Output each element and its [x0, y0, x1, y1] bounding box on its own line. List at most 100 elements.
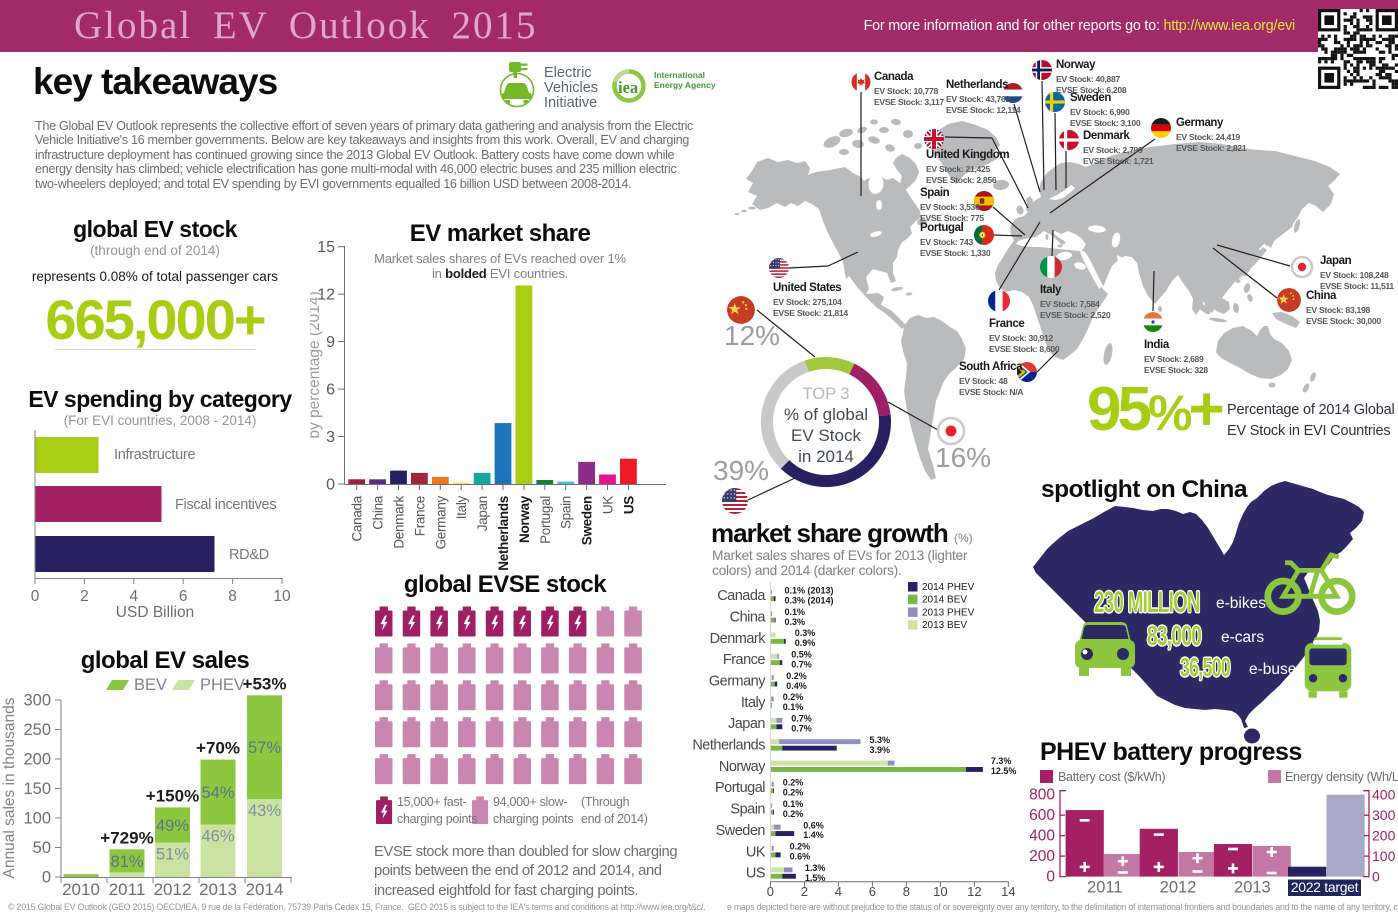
svg-text:Canada: Canada	[350, 495, 365, 541]
svg-text:Initiative: Initiative	[544, 95, 597, 111]
svg-text:0.3%: 0.3%	[795, 628, 816, 638]
svg-text:0.2%: 0.2%	[783, 788, 804, 798]
svg-text:0.1%: 0.1%	[783, 799, 804, 809]
svg-text:0.1% (2013): 0.1% (2013)	[785, 585, 834, 595]
svg-text:0.1%: 0.1%	[785, 607, 806, 617]
svg-text:Denmark: Denmark	[710, 631, 767, 647]
svg-text:200: 200	[1372, 828, 1396, 844]
svg-text:Italy: Italy	[454, 495, 469, 519]
svg-text:81%: 81%	[110, 853, 143, 871]
svg-text:0.7%: 0.7%	[791, 724, 812, 734]
svg-text:Netherlands: Netherlands	[496, 496, 511, 571]
svg-text:USD Billion: USD Billion	[116, 604, 194, 618]
svg-text:PHEV: PHEV	[200, 676, 245, 694]
svg-text:94,000+ slow-: 94,000+ slow-	[493, 795, 567, 809]
svg-text:+53%: +53%	[243, 674, 287, 693]
svg-text:2010: 2010	[62, 880, 100, 899]
svg-text:12.5%: 12.5%	[991, 766, 1017, 776]
svg-text:Spain: Spain	[559, 496, 574, 529]
svg-text:0.7%: 0.7%	[791, 714, 812, 724]
svg-text:Germany: Germany	[709, 674, 766, 690]
svg-text:Canada: Canada	[717, 588, 766, 604]
svg-text:Portugal: Portugal	[715, 780, 765, 796]
svg-text:2022 target: 2022 target	[1291, 879, 1359, 895]
svg-text:charging points: charging points	[493, 812, 573, 826]
svg-text:Denmark: Denmark	[392, 495, 407, 548]
svg-text:UK: UK	[601, 496, 616, 514]
svg-text:UK: UK	[746, 844, 766, 860]
svg-text:0.1%: 0.1%	[783, 702, 804, 712]
svg-text:China: China	[730, 610, 767, 626]
svg-text:15: 15	[317, 239, 335, 256]
svg-text:2012: 2012	[1160, 879, 1197, 897]
svg-text:12%: 12%	[724, 320, 780, 351]
svg-text:Japan: Japan	[475, 496, 490, 531]
svg-text:iea: iea	[618, 78, 638, 97]
svg-text:International: International	[654, 70, 705, 80]
svg-text:Spain: Spain	[730, 802, 765, 818]
svg-text:Sweden: Sweden	[580, 496, 595, 545]
svg-text:0.2%: 0.2%	[783, 778, 804, 788]
svg-text:12: 12	[967, 884, 981, 899]
svg-text:12: 12	[317, 287, 335, 304]
svg-text:250: 250	[23, 721, 51, 739]
svg-text:43%: 43%	[248, 802, 281, 820]
svg-text:5.3%: 5.3%	[870, 735, 891, 745]
svg-text:Annual sales in thousands: Annual sales in thousands	[1, 697, 18, 878]
svg-text:400: 400	[1030, 828, 1055, 845]
svg-text:Vehicles: Vehicles	[544, 80, 598, 96]
svg-text:2013: 2013	[1234, 879, 1271, 897]
svg-text:2013: 2013	[199, 880, 237, 899]
svg-text:end of 2014): end of 2014)	[581, 812, 648, 826]
svg-text:100: 100	[23, 810, 51, 828]
svg-text:2014 BEV: 2014 BEV	[922, 595, 967, 606]
svg-text:54%: 54%	[201, 784, 234, 802]
svg-text:0: 0	[42, 869, 51, 887]
svg-text:7.3%: 7.3%	[991, 756, 1012, 766]
svg-text:BEV: BEV	[134, 676, 167, 694]
svg-text:US: US	[621, 496, 636, 514]
svg-text:0: 0	[1372, 869, 1380, 885]
svg-text:10: 10	[933, 884, 947, 899]
svg-text:Italy: Italy	[741, 695, 766, 711]
svg-text:39%: 39%	[713, 455, 769, 486]
svg-text:EV Stock: EV Stock	[791, 426, 861, 445]
svg-text:10: 10	[273, 588, 291, 605]
svg-text:400: 400	[1372, 787, 1396, 803]
svg-text:+70%: +70%	[196, 739, 240, 758]
svg-text:4: 4	[129, 588, 138, 605]
svg-text:300: 300	[1372, 807, 1396, 823]
svg-text:Japan: Japan	[728, 716, 765, 732]
svg-text:0.5%: 0.5%	[791, 650, 812, 660]
svg-text:0: 0	[1046, 869, 1055, 886]
svg-text:0.4%: 0.4%	[786, 681, 807, 691]
svg-text:Energy Agency: Energy Agency	[654, 80, 716, 90]
svg-text:300: 300	[23, 692, 51, 710]
svg-text:200: 200	[23, 751, 51, 769]
svg-text:0: 0	[31, 588, 40, 605]
svg-text:2013 BEV: 2013 BEV	[922, 620, 967, 631]
svg-text:3: 3	[326, 429, 335, 446]
svg-text:4: 4	[835, 884, 842, 899]
svg-text:China: China	[371, 495, 386, 530]
svg-text:TOP 3: TOP 3	[802, 385, 849, 403]
svg-text:by percentage (2014): by percentage (2014)	[310, 291, 323, 438]
svg-text:0: 0	[767, 884, 774, 899]
svg-text:0.2%: 0.2%	[786, 671, 807, 681]
svg-text:6: 6	[326, 382, 335, 399]
svg-text:Norway: Norway	[719, 759, 766, 775]
svg-text:Infrastructure: Infrastructure	[114, 447, 195, 463]
svg-text:Netherlands: Netherlands	[692, 738, 765, 754]
svg-text:15,000+ fast-: 15,000+ fast-	[397, 795, 467, 809]
svg-text:6: 6	[179, 588, 188, 605]
svg-text:1.4%: 1.4%	[803, 830, 824, 840]
svg-text:200: 200	[1030, 848, 1055, 865]
svg-text:+150%: +150%	[146, 786, 199, 805]
svg-text:+729%: +729%	[100, 828, 153, 847]
svg-text:46%: 46%	[201, 828, 234, 846]
svg-text:Electric: Electric	[544, 65, 592, 81]
svg-text:3.9%: 3.9%	[870, 745, 891, 755]
svg-text:50: 50	[33, 839, 51, 857]
svg-text:100: 100	[1372, 848, 1396, 864]
svg-text:charging points: charging points	[397, 812, 477, 826]
